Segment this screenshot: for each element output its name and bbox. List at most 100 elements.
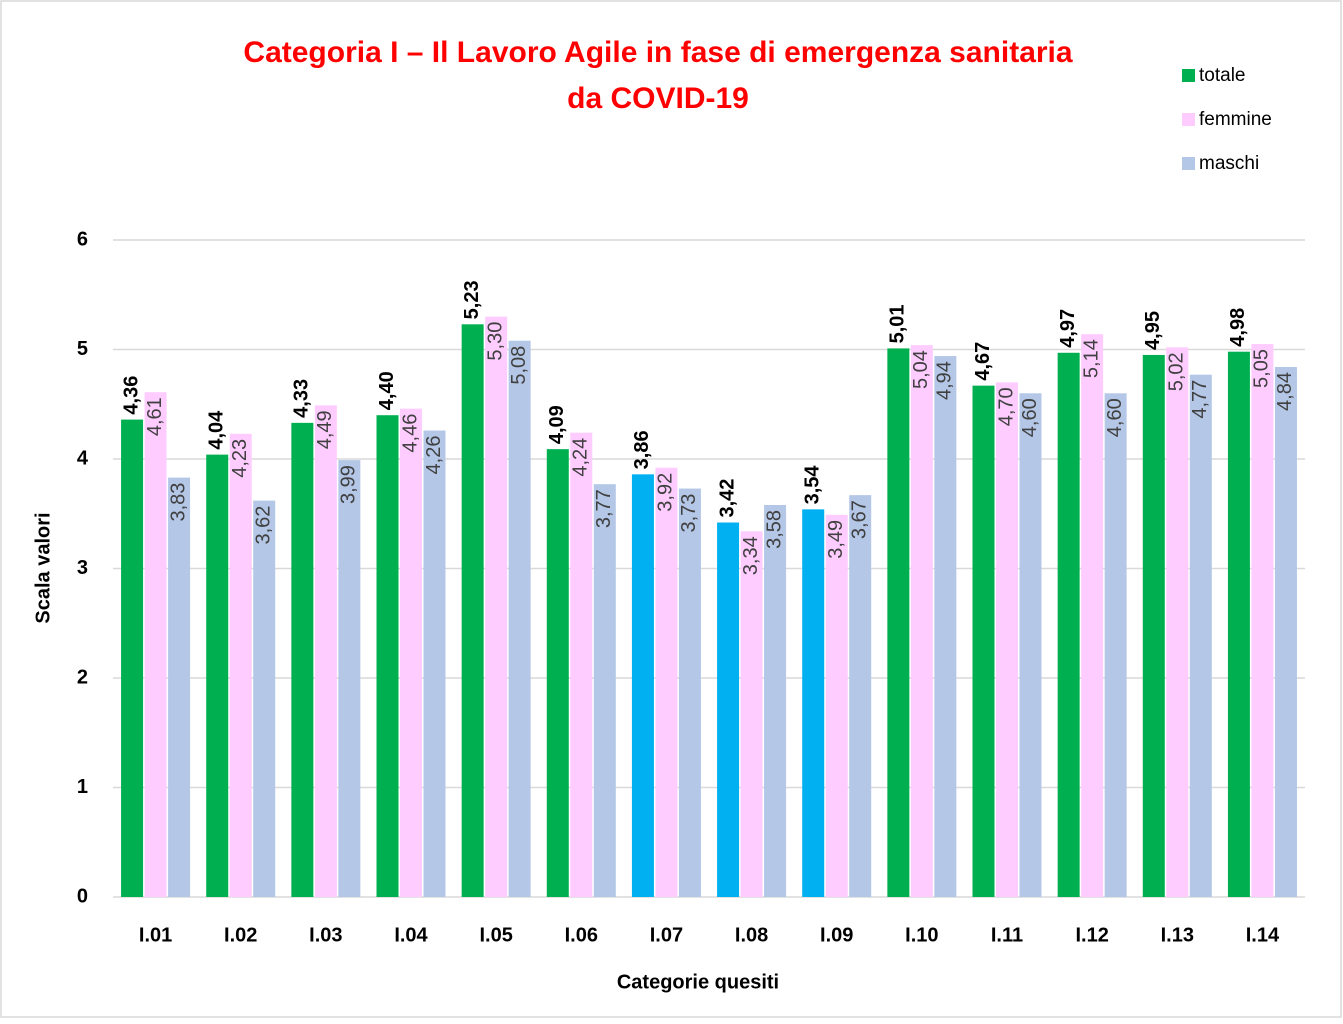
- data-label: 4,26: [423, 436, 445, 475]
- data-label: 4,70: [995, 387, 1017, 426]
- bar: [1104, 393, 1127, 897]
- legend-label: maschi: [1199, 153, 1259, 174]
- bar: [338, 460, 361, 897]
- data-label: 4,61: [144, 397, 166, 436]
- bar: [206, 454, 229, 897]
- bar: [1274, 367, 1297, 897]
- bar: [631, 474, 654, 897]
- bar: [508, 340, 531, 897]
- bar: [485, 316, 508, 897]
- x-tick-label: I.10: [905, 924, 938, 946]
- x-tick-label: I.07: [650, 924, 683, 946]
- y-tick-label: 2: [77, 666, 88, 688]
- data-label: 4,40: [376, 371, 398, 410]
- data-label: 3,54: [801, 465, 823, 505]
- bar: [910, 345, 933, 897]
- bar: [314, 405, 337, 897]
- x-tick-label: I.04: [394, 924, 428, 946]
- bar: [996, 382, 1018, 898]
- data-label: 3,92: [655, 473, 677, 512]
- bar: [1057, 352, 1080, 897]
- x-tick-label: I.08: [735, 924, 768, 946]
- y-tick-label: 5: [77, 338, 88, 360]
- data-label: 3,58: [763, 510, 785, 549]
- data-label: 4,09: [546, 405, 568, 444]
- data-label: 4,95: [1142, 311, 1164, 350]
- legend-swatch: [1182, 113, 1195, 126]
- data-label: 4,46: [399, 414, 421, 453]
- bar: [1019, 393, 1042, 897]
- data-label: 5,02: [1166, 352, 1188, 391]
- x-tick-label: I.03: [309, 924, 342, 946]
- data-label: 4,97: [1057, 309, 1079, 348]
- legend-label: femmine: [1199, 109, 1272, 130]
- bar: [546, 449, 569, 897]
- bar: [400, 408, 422, 897]
- bar: [849, 495, 872, 897]
- data-label: 4,33: [291, 379, 313, 418]
- bar: [655, 467, 678, 897]
- y-tick-label: 3: [77, 557, 88, 579]
- bar: [291, 422, 314, 897]
- data-label: 4,23: [229, 439, 251, 478]
- data-label: 5,14: [1080, 339, 1102, 378]
- bar: [461, 324, 484, 897]
- data-label: 3,77: [593, 489, 615, 528]
- data-label: 3,86: [631, 430, 653, 469]
- bar: [740, 531, 763, 897]
- data-label: 3,83: [167, 483, 189, 522]
- legend-swatch: [1182, 157, 1195, 170]
- data-label: 4,04: [205, 410, 227, 450]
- data-label: 3,49: [825, 520, 847, 559]
- x-tick-label: I.11: [991, 924, 1023, 946]
- x-tick-label: I.06: [565, 924, 598, 946]
- data-label: 4,77: [1189, 380, 1211, 419]
- bar: [1189, 374, 1212, 897]
- x-tick-label: I.13: [1161, 924, 1194, 946]
- bar: [717, 522, 740, 897]
- x-tick-label: I.14: [1246, 924, 1280, 946]
- y-tick-label: 0: [77, 885, 88, 907]
- bar: [972, 385, 995, 897]
- data-label: 5,05: [1251, 349, 1273, 388]
- bar: [887, 348, 910, 897]
- chart-title: da COVID-19: [567, 82, 749, 115]
- bar: [229, 433, 252, 897]
- data-label: 4,60: [1104, 398, 1126, 437]
- bar: [1081, 334, 1104, 897]
- data-label: 3,62: [252, 506, 274, 545]
- legend-swatch: [1182, 69, 1195, 82]
- data-label: 5,23: [461, 280, 483, 319]
- data-label: 4,94: [934, 361, 956, 400]
- data-label: 4,24: [570, 438, 592, 477]
- data-label: 4,84: [1274, 372, 1296, 411]
- bar: [934, 356, 957, 897]
- data-label: 4,36: [120, 376, 142, 415]
- x-tick-label: I.05: [479, 924, 512, 946]
- data-label: 3,99: [338, 465, 360, 504]
- data-label: 4,60: [1019, 398, 1041, 437]
- data-label: 3,42: [716, 479, 738, 518]
- data-label: 4,49: [314, 410, 336, 449]
- bar: [1227, 351, 1250, 897]
- x-tick-label: I.09: [820, 924, 853, 946]
- bar: [825, 514, 848, 897]
- chart-title: Categoria I – Il Lavoro Agile in fase di…: [243, 36, 1072, 69]
- bar: [678, 488, 701, 897]
- bar: [802, 509, 825, 897]
- y-axis-label: Scala valori: [32, 512, 54, 623]
- bar: [570, 432, 593, 897]
- data-label: 3,73: [678, 494, 700, 533]
- data-label: 4,98: [1227, 308, 1249, 347]
- data-label: 5,30: [484, 322, 506, 361]
- bar: [764, 504, 787, 897]
- bar: [1251, 344, 1274, 897]
- data-label: 3,67: [848, 500, 870, 539]
- bar: [376, 415, 399, 897]
- x-tick-label: I.01: [139, 924, 172, 946]
- bar: [144, 392, 167, 897]
- bar: [253, 500, 276, 897]
- data-label: 5,08: [508, 346, 530, 385]
- y-tick-label: 4: [77, 447, 89, 469]
